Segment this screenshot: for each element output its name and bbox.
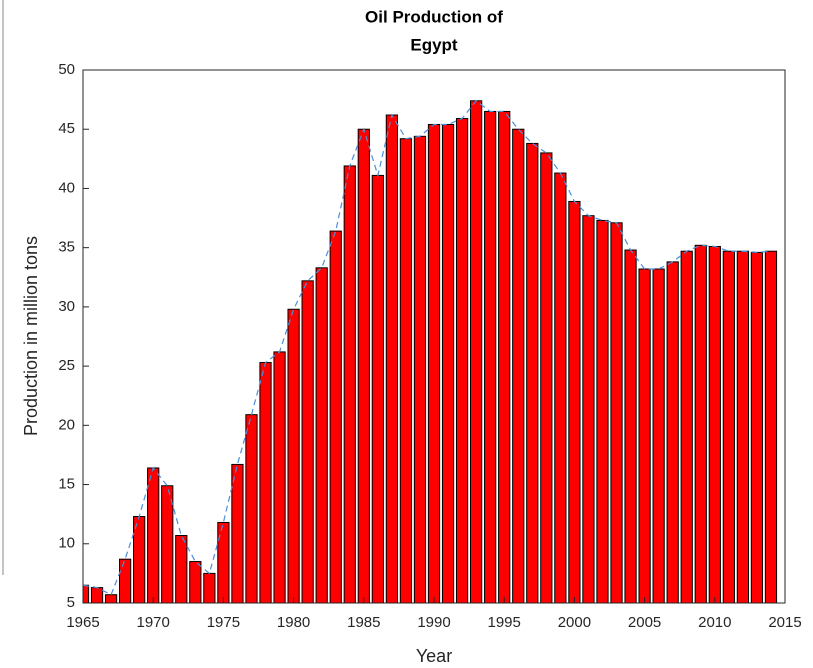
y-tick-label: 10 <box>58 535 75 552</box>
bar <box>413 135 427 603</box>
y-tick-label: 35 <box>58 239 75 256</box>
line <box>83 99 772 596</box>
bar <box>582 215 595 603</box>
chart-title: Oil Production of <box>365 7 503 26</box>
bar <box>301 280 314 603</box>
x-tick-label: 2000 <box>558 614 591 631</box>
x-tick-label: 1995 <box>488 614 521 631</box>
bar <box>189 561 202 603</box>
y-tick-label: 50 <box>58 61 75 78</box>
y-tick-label: 45 <box>58 120 75 137</box>
bar <box>259 362 272 603</box>
bar <box>245 414 258 603</box>
x-tick-label: 2010 <box>698 614 731 631</box>
bar <box>484 110 497 603</box>
y-tick-label: 20 <box>58 416 75 433</box>
bar <box>427 123 441 603</box>
y-tick-label: 40 <box>58 179 75 196</box>
bar <box>708 245 721 603</box>
bar <box>273 351 286 603</box>
bar <box>399 138 413 603</box>
y-axis-label: Production in million tons <box>21 236 41 436</box>
bar <box>315 267 328 603</box>
x-tick-label: 2015 <box>768 614 801 631</box>
bar <box>119 558 132 603</box>
x-tick-label: 1990 <box>417 614 450 631</box>
bar <box>90 587 104 603</box>
bar <box>498 110 511 603</box>
bar <box>203 572 216 603</box>
bar <box>217 521 230 603</box>
chart-title: Egypt <box>410 35 458 54</box>
x-axis-label: Year <box>416 646 452 666</box>
bar <box>161 485 174 603</box>
bar <box>638 268 651 603</box>
bar <box>175 534 188 603</box>
bar <box>343 165 356 603</box>
bar <box>750 251 764 603</box>
bar <box>147 467 160 603</box>
x-tick-label: 1965 <box>66 614 99 631</box>
bar <box>512 128 525 603</box>
bar <box>455 118 469 603</box>
bar <box>568 200 581 603</box>
bar <box>357 128 370 603</box>
y-tick-label: 30 <box>58 298 75 315</box>
y-tick-label: 5 <box>67 594 75 611</box>
bar <box>652 268 665 603</box>
bar <box>470 100 483 603</box>
x-tick-label: 1980 <box>277 614 310 631</box>
bar <box>736 250 749 603</box>
x-tick-label: 1970 <box>137 614 170 631</box>
marks <box>83 99 778 603</box>
bar <box>722 250 735 603</box>
bar <box>329 230 342 603</box>
bar <box>385 114 398 603</box>
bar <box>371 174 384 603</box>
bar <box>104 594 118 603</box>
bar <box>133 516 146 603</box>
x-tick-label: 1975 <box>207 614 240 631</box>
bar <box>554 172 567 603</box>
x-tick-label: 1985 <box>347 614 380 631</box>
bar <box>231 463 244 603</box>
bar <box>610 222 623 603</box>
y-tick-label: 25 <box>58 357 75 374</box>
x-tick-label: 2005 <box>628 614 661 631</box>
bar <box>624 249 637 603</box>
bar <box>287 308 300 603</box>
bar <box>540 152 553 603</box>
bar <box>526 142 539 603</box>
bar <box>694 244 707 603</box>
bar <box>764 250 778 603</box>
bar <box>680 250 693 603</box>
bar <box>666 261 679 603</box>
y-tick-label: 15 <box>58 476 75 493</box>
bar <box>441 123 455 603</box>
bar <box>596 219 609 603</box>
